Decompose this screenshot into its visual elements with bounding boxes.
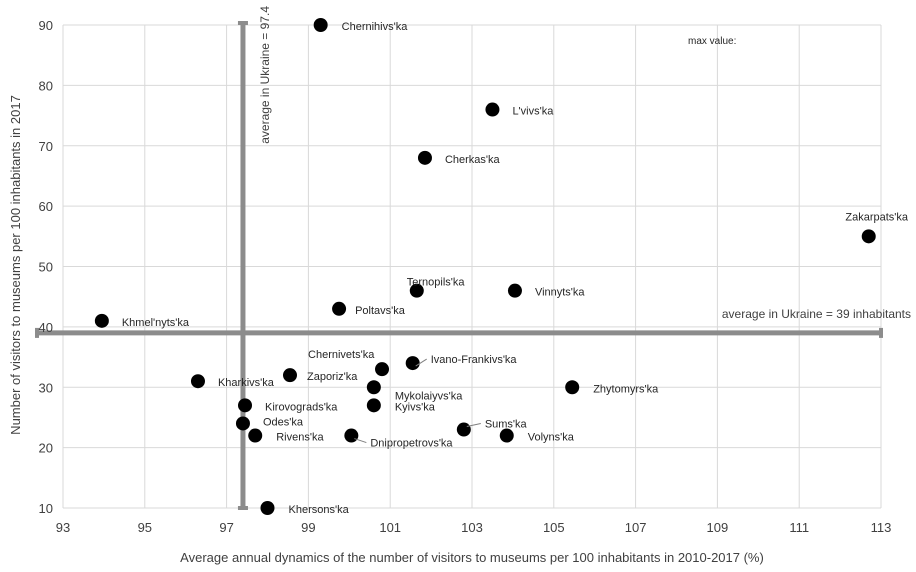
point-label: Rivens'ka — [276, 432, 324, 444]
point-label: Cherkas'ka — [445, 154, 501, 166]
point-label: Kirovograds'ka — [265, 401, 338, 413]
y-tick-label: 70 — [39, 139, 53, 154]
gridlines — [62, 24, 882, 509]
annotation-max-value: max value: — [688, 36, 736, 47]
x-tick-label: 93 — [56, 520, 70, 535]
data-point — [405, 356, 420, 371]
data-point — [260, 501, 275, 515]
point-label: Zaporiz'ka — [307, 371, 358, 383]
y-tick-label: 30 — [39, 380, 53, 395]
point-label: Khersons'ka — [289, 504, 350, 516]
x-tick-label: 107 — [625, 520, 647, 535]
point-label: Volyns'ka — [528, 432, 575, 444]
point-label: Chernivets'ka — [308, 349, 375, 361]
label-leader-line — [466, 423, 481, 428]
vertical-average-label: average in Ukraine = 97.4 — [258, 6, 272, 144]
point-label: Vinnyts'ka — [535, 287, 585, 299]
x-tick-label: 97 — [219, 520, 233, 535]
x-tick-label: 99 — [301, 520, 315, 535]
x-tick-label: 109 — [707, 520, 729, 535]
x-tick-label: 105 — [543, 520, 565, 535]
y-axis-title: Number of visitors to museums per 100 in… — [8, 95, 23, 435]
point-label: Mykolaiyvs'ka — [395, 390, 463, 402]
point-label: Zakarpats'ka — [845, 211, 909, 223]
y-tick-label: 60 — [39, 199, 53, 214]
x-tick-label: 101 — [379, 520, 401, 535]
y-tick-label: 10 — [39, 501, 53, 516]
point-label: Dnipropetrovs'ka — [370, 438, 453, 450]
y-tick-label: 20 — [39, 441, 53, 456]
data-point — [507, 283, 522, 298]
horizontal-average-label: average in Ukraine = 39 inhabitants — [722, 307, 911, 321]
horizontal-average-cap-left — [35, 327, 39, 338]
point-label: Ivano-Frankivs'ka — [431, 354, 518, 366]
vertical-average-cap-bottom — [237, 506, 248, 510]
label-leader-line — [354, 438, 367, 444]
point-label: Ternopils'ka — [407, 277, 466, 289]
point-label: Kharkivs'ka — [218, 377, 275, 389]
point-label: Poltavs'ka — [355, 305, 406, 317]
point-label: Khmel'nyts'ka — [122, 317, 190, 329]
y-tick-label: 80 — [39, 78, 53, 93]
data-point — [238, 398, 253, 413]
data-point — [456, 422, 471, 437]
data-point — [313, 18, 328, 32]
data-point — [248, 428, 263, 443]
x-tick-label: 95 — [138, 520, 152, 535]
data-point — [409, 283, 424, 298]
data-point — [366, 398, 381, 413]
point-label: Zhytomyrs'ka — [593, 383, 659, 395]
label-leader-line — [415, 358, 427, 367]
data-point — [861, 229, 876, 244]
data-point — [190, 374, 205, 389]
reference-lines: average in Ukraine = 97.4 average in Ukra… — [35, 6, 911, 510]
data-point — [417, 150, 432, 165]
point-label: L'vivs'ka — [512, 106, 554, 118]
data-point — [375, 362, 390, 377]
y-tick-label: 50 — [39, 260, 53, 275]
axis-ticks: 93 95 97 99 101 103 105 107 109 111 113 10 20 30 40 50 6… — [39, 18, 892, 535]
x-tick-label: 113 — [871, 520, 892, 535]
point-label: Odes'ka — [263, 416, 304, 428]
data-points: Chernihivs'ka L'vivs'ka Cherkas'ka Zakarpat… — [94, 18, 909, 516]
point-label: Chernihivs'ka — [342, 21, 409, 33]
x-tick-label: 103 — [461, 520, 483, 535]
point-label: Kyivs'ka — [395, 401, 436, 413]
y-tick-label: 40 — [39, 320, 53, 335]
y-tick-label: 90 — [39, 18, 53, 33]
data-point — [565, 380, 580, 395]
vertical-average-cap-top — [237, 21, 248, 25]
data-point — [235, 416, 250, 431]
data-point — [344, 428, 359, 443]
data-point — [94, 313, 109, 328]
data-point — [499, 428, 514, 443]
data-point — [485, 102, 500, 117]
horizontal-average-cap-right — [879, 327, 883, 338]
data-point — [282, 368, 297, 383]
x-tick-label: 111 — [789, 520, 809, 535]
point-label: Sums'ka — [485, 419, 528, 431]
data-point — [332, 301, 347, 316]
x-axis-title: Average annual dynamics of the number of… — [180, 550, 764, 565]
data-point — [366, 380, 381, 395]
